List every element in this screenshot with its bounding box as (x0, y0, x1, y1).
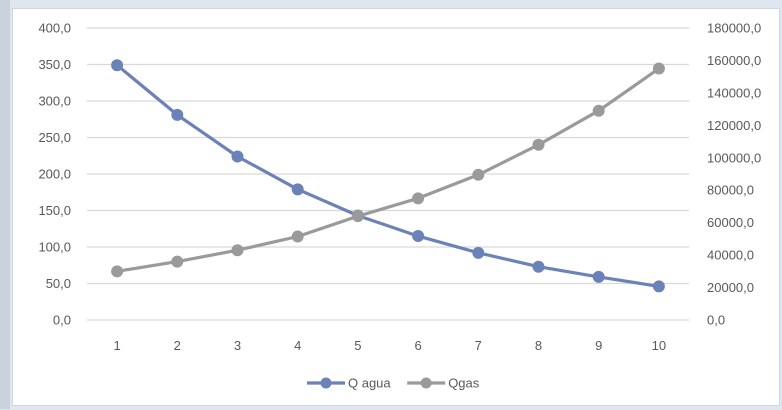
data-point (231, 244, 244, 257)
x-tick-label: 2 (174, 338, 181, 353)
x-tick-label: 3 (234, 338, 241, 353)
left-y-tick-label: 300,0 (38, 94, 71, 109)
legend-item: Q agua (307, 376, 391, 391)
right-y-tick-label: 140000,0 (707, 85, 761, 100)
legend-marker (320, 377, 332, 389)
legend: Q agua Qgas (307, 376, 480, 391)
x-axis: 1 2 3 4 5 6 7 8 9 10 (113, 338, 666, 353)
left-y-tick-label: 100,0 (38, 240, 71, 255)
legend-marker (420, 377, 432, 389)
left-y-tick-label: 0,0 (53, 313, 71, 328)
data-point (351, 210, 364, 223)
data-point (412, 230, 425, 243)
data-point (171, 108, 184, 121)
x-tick-label: 4 (294, 338, 301, 353)
legend-label: Q agua (348, 376, 391, 391)
legend-item: Qgas (407, 376, 480, 391)
data-point (532, 260, 545, 273)
data-point (652, 280, 665, 293)
x-tick-label: 10 (652, 338, 666, 353)
data-point (291, 183, 304, 196)
x-tick-label: 5 (354, 338, 361, 353)
gridlines (87, 27, 689, 321)
right-y-tick-label: 160000,0 (707, 53, 761, 68)
left-y-tick-label: 350,0 (38, 57, 71, 72)
left-y-tick-label: 400,0 (38, 21, 71, 36)
x-tick-label: 6 (414, 338, 421, 353)
chart-frame: 0,0 50,0 100,0 150,0 200,0 250,0 300,0 350,0 400… (12, 8, 780, 406)
series-line (115, 63, 661, 288)
data-point (171, 255, 184, 268)
data-point (291, 230, 304, 243)
data-point (592, 270, 605, 283)
data-point (532, 138, 545, 151)
data-point (111, 59, 124, 72)
right-y-axis: 0,0 20000,0 40000,0 60000,0 80000,0 100000,0 1… (707, 21, 761, 328)
window-edge (0, 0, 10, 409)
data-point (472, 246, 485, 259)
right-y-tick-label: 100000,0 (707, 150, 761, 165)
x-tick-label: 9 (595, 338, 602, 353)
series-line (115, 66, 661, 273)
right-y-tick-label: 120000,0 (707, 118, 761, 133)
left-y-tick-label: 50,0 (46, 276, 71, 291)
data-point (412, 192, 425, 205)
x-tick-label: 7 (475, 338, 482, 353)
left-y-tick-label: 150,0 (38, 203, 71, 218)
line-chart: 0,050,0100,0150,0200,0250,0300,0350,0400… (38, 21, 761, 391)
series-layer (111, 59, 665, 293)
data-point (111, 265, 124, 278)
left-y-axis: 0,0 50,0 100,0 150,0 200,0 250,0 300,0 350,0 400… (38, 21, 71, 328)
right-y-tick-label: 40000,0 (707, 248, 754, 263)
right-y-tick-label: 20000,0 (707, 280, 754, 295)
series-2 (111, 62, 665, 278)
data-point (472, 168, 485, 181)
data-point (592, 104, 605, 117)
left-y-tick-label: 250,0 (38, 130, 71, 145)
x-tick-label: 1 (113, 338, 120, 353)
data-point (652, 62, 665, 75)
right-y-tick-label: 180000,0 (707, 21, 761, 36)
right-y-tick-label: 0,0 (707, 313, 725, 328)
right-y-tick-label: 80000,0 (707, 183, 754, 198)
right-y-tick-label: 60000,0 (707, 215, 754, 230)
data-point (231, 150, 244, 163)
left-y-tick-label: 200,0 (38, 167, 71, 182)
legend-label: Qgas (448, 376, 480, 391)
x-tick-label: 8 (535, 338, 542, 353)
